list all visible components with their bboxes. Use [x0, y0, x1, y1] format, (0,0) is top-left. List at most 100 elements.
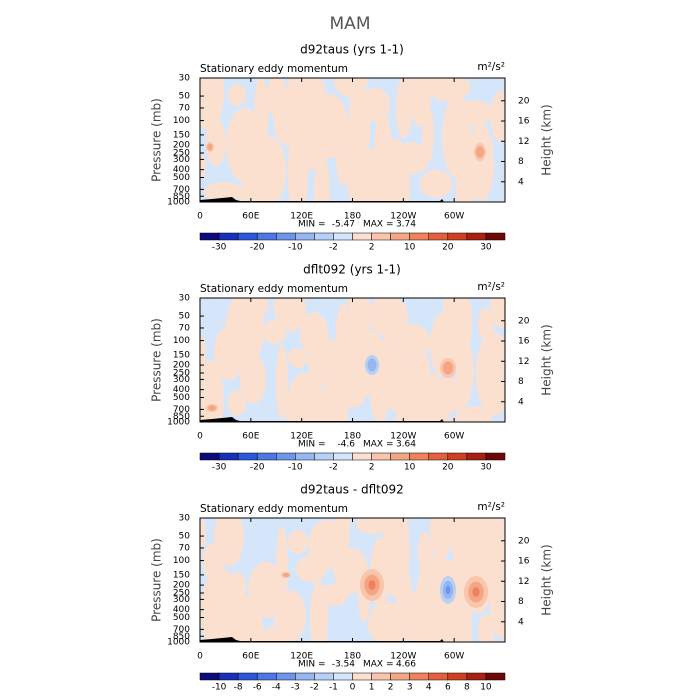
y-tick-label: 100	[173, 556, 190, 566]
y-tick-label: 50	[179, 532, 191, 542]
colorbar-box	[237, 232, 258, 241]
contour-fill	[200, 360, 224, 422]
y-tick-label: 250	[173, 148, 190, 158]
colorbar-box	[485, 672, 506, 681]
contour-fill	[456, 342, 474, 400]
colorbar-label: 10	[480, 683, 492, 693]
contour-fill	[445, 585, 451, 595]
min-label: MIN =	[298, 660, 326, 670]
y-tick-label: 100	[173, 336, 190, 346]
colorbar-box	[314, 672, 334, 681]
y-tick-label: 400	[173, 605, 190, 615]
y2-tick-label: 16	[518, 557, 530, 567]
colorbar-box	[295, 232, 315, 241]
colorbar-label: -6	[253, 683, 262, 693]
colorbar-label: 10	[404, 463, 416, 473]
contour-fills	[200, 298, 505, 422]
min-label: MIN =	[298, 220, 326, 230]
x-tick-label: 180	[344, 652, 361, 662]
contour-fill	[428, 78, 470, 102]
y-tick-label: 300	[173, 155, 190, 165]
y2-tick-label: 20	[518, 316, 530, 326]
y2-tick-label: 4	[518, 617, 524, 627]
contour-fill	[454, 406, 492, 422]
contour-fills	[200, 78, 505, 202]
colorbar-box	[237, 672, 258, 681]
max-value: 4.66	[396, 660, 416, 670]
max-label: MAX =	[363, 440, 394, 450]
y-tick-label: 70	[179, 103, 191, 113]
colorbar-label: 3	[407, 683, 413, 693]
y-tick-label: 500	[173, 173, 190, 183]
contour-fill	[228, 390, 246, 416]
contour-fill	[288, 530, 308, 554]
contour-fill	[286, 372, 326, 422]
y-axis-label: Pressure (mb)	[150, 538, 164, 622]
figure-title: MAM	[330, 14, 371, 34]
y2-tick-label: 8	[518, 377, 524, 387]
colorbar-label: 30	[480, 243, 492, 253]
y-tick-label: 1000	[167, 638, 190, 648]
y2-tick-label: 4	[518, 397, 524, 407]
y-tick-label: 250	[173, 588, 190, 598]
contour-fill	[208, 405, 216, 411]
contour-fill	[367, 358, 377, 372]
colorbar-label: 2	[369, 463, 375, 473]
colorbar-label: -1	[329, 683, 338, 693]
x-tick-label: 120W	[390, 652, 416, 662]
colorbar-box	[466, 672, 487, 681]
colorbar-box	[295, 672, 315, 681]
max-value: 3.74	[396, 220, 416, 230]
colorbar-label: 30	[480, 463, 492, 473]
contour-field	[200, 518, 505, 642]
y-tick-label: 200	[173, 141, 190, 151]
y-tick-label: 700	[173, 625, 190, 635]
contour-fill	[396, 384, 412, 422]
colorbar-box	[314, 232, 334, 241]
y-tick-label: 200	[173, 581, 190, 591]
units: m²/s²	[477, 281, 505, 293]
y-tick-label: 1000	[167, 418, 190, 428]
y-tick-label: 700	[173, 405, 190, 415]
y-tick-label: 150	[173, 350, 190, 360]
contour-fill	[206, 118, 226, 166]
min-value: -5.47	[332, 220, 355, 230]
contour-fill	[214, 518, 244, 566]
contour-fill	[204, 182, 244, 202]
y-tick-label: 500	[173, 393, 190, 403]
colorbar-box	[218, 452, 239, 461]
x-tick-label: 120E	[290, 432, 313, 442]
y2-tick-label: 8	[518, 157, 524, 167]
colorbar-box	[199, 672, 220, 681]
panel-subtitle: Stationary eddy momentum	[200, 63, 348, 75]
colorbar-label: 4	[426, 683, 432, 693]
contour-fill	[274, 298, 306, 332]
colorbar-label: 2	[388, 683, 394, 693]
y2-tick-label: 4	[518, 177, 524, 187]
contour-fill	[252, 136, 286, 202]
colorbar-box	[218, 672, 239, 681]
contour-fill	[368, 580, 376, 590]
y-tick-label: 850	[173, 412, 190, 422]
y-tick-label: 30	[179, 74, 191, 84]
units: m²/s²	[477, 501, 505, 513]
colorbar-box	[276, 672, 296, 681]
y-tick-label: 30	[179, 294, 191, 304]
x-tick-label: 60W	[444, 652, 464, 662]
panel-subtitle: Stationary eddy momentum	[200, 503, 348, 515]
y2-axis-label: Height (km)	[540, 544, 554, 615]
colorbar-box	[276, 452, 296, 461]
colorbar-box	[466, 452, 487, 461]
colorbar-label: 2	[369, 243, 375, 253]
y-tick-label: 1000	[167, 198, 190, 208]
x-tick-label: 60E	[242, 652, 259, 662]
y-axis-label: Pressure (mb)	[150, 318, 164, 402]
y-tick-label: 150	[173, 130, 190, 140]
colorbar-label: -20	[250, 243, 265, 253]
contour-fill	[478, 308, 494, 340]
colorbar-box	[276, 232, 296, 241]
contour-fill	[336, 518, 350, 558]
colorbar-box	[295, 452, 315, 461]
y-tick-label: 850	[173, 632, 190, 642]
